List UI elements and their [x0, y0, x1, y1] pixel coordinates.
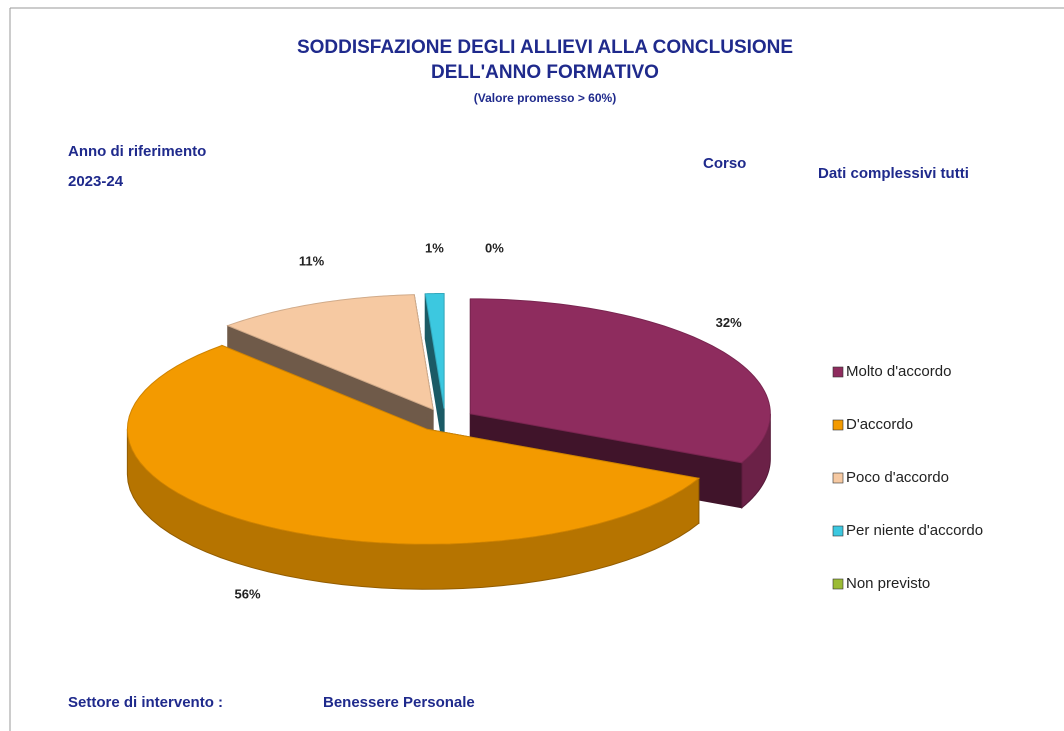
sector-label: Settore di intervento :: [68, 694, 223, 711]
data-label: 56%: [234, 587, 260, 602]
course: Dati complessivi tutti: [818, 165, 969, 182]
slice: [126, 344, 701, 545]
legend-label: Molto d'accordo: [846, 363, 951, 380]
legend-swatch: [832, 578, 844, 590]
chart-title: SODDISFAZIONE DEGLI ALLIEVI ALLA CONCLUS…: [297, 37, 793, 58]
legend-label: D'accordo: [846, 416, 913, 433]
slice-tops: [126, 293, 771, 545]
slice: [226, 294, 434, 411]
chart-subtitle: (Valore promesso > 60%): [474, 91, 616, 105]
chart-title: DELL'ANNO FORMATIVO: [431, 62, 659, 83]
legend-swatch: [832, 419, 844, 431]
slice: [469, 298, 771, 464]
data-label: 0%: [485, 240, 504, 255]
reference-year: 2023-24: [68, 173, 124, 190]
data-label: 32%: [716, 315, 742, 330]
slice: [424, 293, 445, 409]
sector: Benessere Personale: [323, 694, 475, 711]
reference-year-label: Anno di riferimento: [68, 143, 206, 160]
legend-swatch: [832, 525, 844, 537]
legend-label: Non previsto: [846, 575, 930, 592]
data-label: 1%: [425, 241, 444, 256]
course-label: Corso: [703, 155, 746, 172]
data-label: 11%: [299, 254, 325, 269]
legend-label: Per niente d'accordo: [846, 522, 983, 539]
legend-swatch: [832, 366, 844, 378]
legend-swatch: [832, 472, 844, 484]
legend-label: Poco d'accordo: [846, 469, 949, 486]
